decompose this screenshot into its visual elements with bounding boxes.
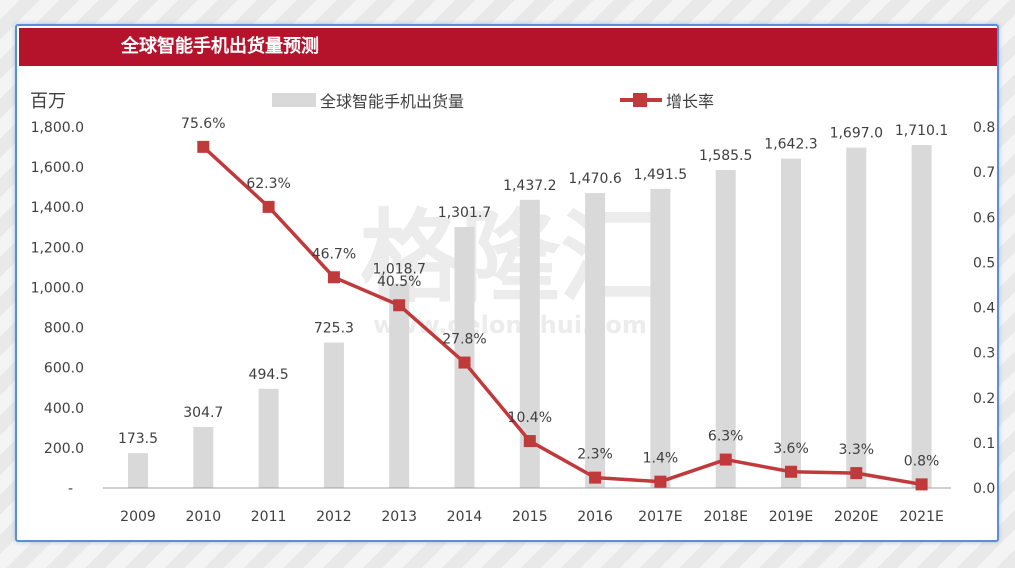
growth-rate-marker xyxy=(654,475,667,488)
growth-rate-label: 3.3% xyxy=(839,442,875,458)
bar xyxy=(323,342,344,488)
bar-value-label: 1,697.0 xyxy=(830,126,883,142)
y-left-tick-label: - xyxy=(68,481,73,497)
bar-value-label: 1,301.7 xyxy=(438,205,491,221)
legend-bar-label: 全球智能手机出货量 xyxy=(320,92,464,111)
x-tick-label: 2015 xyxy=(512,509,548,525)
chart-title: 全球智能手机出货量预测 xyxy=(121,36,319,57)
growth-rate-marker xyxy=(393,299,406,312)
y-right-tick-label: 0.7 xyxy=(973,165,995,181)
y-right-tick-label: 0.5 xyxy=(973,255,995,271)
bar-value-label: 1,491.5 xyxy=(634,167,687,183)
x-tick-label: 2012 xyxy=(316,509,352,525)
growth-rate-marker xyxy=(719,453,732,466)
growth-rate-marker xyxy=(589,471,602,484)
growth-rate-marker xyxy=(523,435,536,448)
y-left-tick-label: 400.0 xyxy=(44,401,84,417)
y-left-tick-label: 800.0 xyxy=(44,321,84,337)
growth-rate-label: 0.8% xyxy=(904,453,940,469)
growth-rate-label: 6.3% xyxy=(708,429,744,445)
y-left-tick-label: 200.0 xyxy=(44,441,84,457)
bar xyxy=(715,170,736,488)
bar-value-label: 1,710.1 xyxy=(895,123,948,139)
growth-rate-label: 40.5% xyxy=(377,274,421,290)
y-right-tick-label: 0.0 xyxy=(973,481,995,497)
growth-rate-marker xyxy=(458,356,471,369)
x-tick-label: 2014 xyxy=(447,509,483,525)
y-right-tick-label: 0.2 xyxy=(973,391,995,407)
bar-value-label: 1,018.7 xyxy=(372,262,425,278)
x-tick-label: 2017E xyxy=(638,509,682,525)
y-right-tick-label: 0.6 xyxy=(973,210,995,226)
y-left-tick-label: 600.0 xyxy=(44,361,84,377)
bar-value-label: 725.3 xyxy=(314,321,354,337)
bar xyxy=(193,426,214,488)
bar xyxy=(389,283,410,488)
x-tick-label: 2016 xyxy=(577,509,613,525)
bar-value-label: 304.7 xyxy=(183,405,223,421)
y-left-tick-label: 1,000.0 xyxy=(31,280,84,296)
growth-rate-label: 2.3% xyxy=(577,447,613,463)
y-right-tick-label: 0.1 xyxy=(973,436,995,452)
x-tick-label: 2020E xyxy=(834,509,878,525)
title-bar: 全球智能手机出货量预测 xyxy=(19,28,997,66)
legend-line-marker xyxy=(633,93,647,107)
x-tick-label: 2011 xyxy=(251,509,287,525)
legend-bar-swatch xyxy=(272,93,316,107)
watermark-url: www.gelonghui.com xyxy=(373,311,647,339)
bar xyxy=(781,158,801,488)
y-left-tick-label: 1,600.0 xyxy=(31,160,84,176)
y-left-tick-label: 1,400.0 xyxy=(31,200,84,216)
bar-value-label: 1,470.6 xyxy=(568,171,622,187)
growth-rate-label: 75.6% xyxy=(181,116,225,132)
x-tick-label: 2019E xyxy=(769,509,813,525)
watermark-text: 格隆汇 xyxy=(360,199,660,316)
y-right-tick-label: 0.3 xyxy=(973,346,995,362)
y-right-tick-label: 0.4 xyxy=(973,301,995,317)
y-left-tick-label: 1,800.0 xyxy=(31,120,84,136)
growth-rate-label: 46.7% xyxy=(312,246,356,262)
growth-rate-marker xyxy=(327,271,340,284)
growth-rate-marker xyxy=(915,478,928,491)
growth-rate-marker xyxy=(262,200,275,213)
growth-rate-marker xyxy=(785,465,797,478)
growth-rate-label: 27.8% xyxy=(442,332,486,348)
bar xyxy=(650,188,671,488)
bar xyxy=(911,145,932,488)
bar xyxy=(519,199,540,489)
x-tick-label: 2009 xyxy=(120,509,156,525)
bar xyxy=(258,388,279,488)
bar-value-label: 494.5 xyxy=(249,367,289,383)
y-axis-left-title: 百万 xyxy=(30,91,66,112)
bar xyxy=(846,147,867,488)
y-left-tick-label: 1,200.0 xyxy=(31,240,84,256)
bar-value-label: 1,585.5 xyxy=(699,148,752,164)
x-tick-label: 2018E xyxy=(703,509,747,525)
growth-rate-label: 1.4% xyxy=(643,451,679,467)
bar xyxy=(128,453,148,488)
bar xyxy=(585,193,606,489)
x-tick-label: 2010 xyxy=(185,509,221,525)
bar-value-label: 1,437.2 xyxy=(503,178,556,194)
growth-rate-label: 3.6% xyxy=(773,441,809,457)
legend-line-label: 增长率 xyxy=(666,92,714,111)
growth-rate-label: 10.4% xyxy=(508,410,552,426)
y-right-tick-label: 0.8 xyxy=(973,120,995,136)
bar-value-label: 1,642.3 xyxy=(764,137,817,153)
growth-rate-line xyxy=(202,145,922,487)
bar-value-label: 173.5 xyxy=(118,431,158,447)
growth-rate-label: 62.3% xyxy=(246,176,290,192)
growth-rate-marker xyxy=(850,467,863,480)
growth-rate-marker xyxy=(197,140,210,153)
x-tick-label: 2021E xyxy=(899,509,943,525)
x-tick-label: 2013 xyxy=(381,509,417,525)
chart-frame xyxy=(15,24,999,542)
